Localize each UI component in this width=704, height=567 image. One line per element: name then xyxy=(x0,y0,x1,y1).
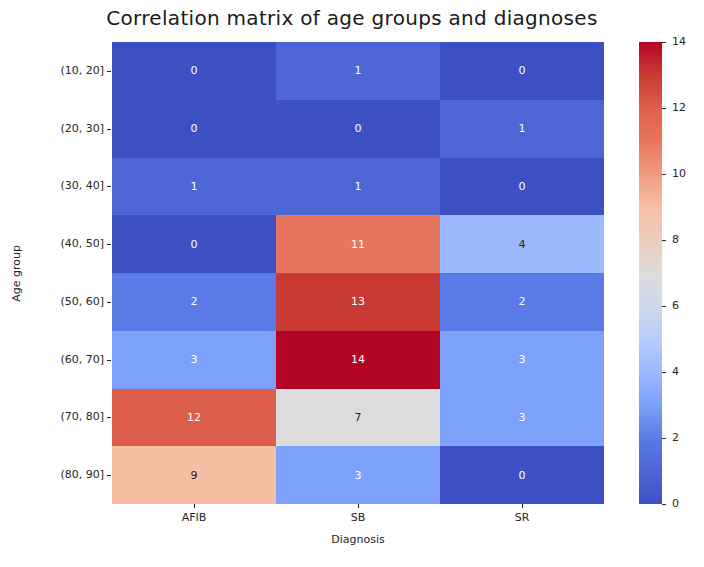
heatmap-cell: 7 xyxy=(276,389,440,447)
cell-value: 1 xyxy=(355,64,362,77)
y-tick-label: (70, 80] xyxy=(0,410,104,424)
y-tick-mark xyxy=(107,186,111,187)
y-axis-label: Age group xyxy=(8,42,24,504)
colorbar-tick-label: 0 xyxy=(672,497,702,511)
heatmap-cell: 0 xyxy=(440,158,604,216)
cell-value: 4 xyxy=(519,238,526,251)
cell-value: 0 xyxy=(355,122,362,135)
heatmap-cell: 1 xyxy=(440,100,604,158)
cell-value: 2 xyxy=(191,295,198,308)
cell-value: 1 xyxy=(519,122,526,135)
y-tick-label: (10, 20] xyxy=(0,64,104,78)
heatmap-cell: 0 xyxy=(440,42,604,100)
heatmap-cell: 14 xyxy=(276,331,440,389)
chart-title: Correlation matrix of age groups and dia… xyxy=(0,6,704,30)
y-tick-mark xyxy=(107,302,111,303)
heatmap-cell: 3 xyxy=(276,446,440,504)
cell-value: 3 xyxy=(355,469,362,482)
cell-value: 0 xyxy=(191,122,198,135)
y-tick-mark xyxy=(107,475,111,476)
colorbar-tick-mark xyxy=(662,174,666,175)
cell-value: 0 xyxy=(191,64,198,77)
cell-value: 11 xyxy=(351,238,365,251)
cell-value: 0 xyxy=(191,238,198,251)
cell-value: 1 xyxy=(355,180,362,193)
heatmap-cell: 0 xyxy=(276,100,440,158)
heatmap-cell: 3 xyxy=(440,389,604,447)
y-tick-label: (80, 90] xyxy=(0,468,104,482)
heatmap-cell: 3 xyxy=(112,331,276,389)
colorbar-tick-mark xyxy=(662,504,666,505)
colorbar xyxy=(639,42,662,504)
x-tick-label: SR xyxy=(472,511,572,525)
heatmap-cell: 0 xyxy=(112,215,276,273)
y-tick-mark xyxy=(107,244,111,245)
cell-value: 3 xyxy=(191,353,198,366)
cell-value: 7 xyxy=(355,411,362,424)
cell-value: 2 xyxy=(519,295,526,308)
x-tick-mark xyxy=(522,504,523,508)
heatmap-grid: 0100011100114213231431273930 xyxy=(112,42,604,504)
x-tick-mark xyxy=(194,504,195,508)
heatmap-cell: 0 xyxy=(112,100,276,158)
y-tick-label: (40, 50] xyxy=(0,237,104,251)
y-tick-mark xyxy=(107,71,111,72)
heatmap-cell: 3 xyxy=(440,331,604,389)
y-tick-label: (60, 70] xyxy=(0,353,104,367)
cell-value: 3 xyxy=(519,411,526,424)
x-tick-mark xyxy=(358,504,359,508)
cell-value: 12 xyxy=(187,411,201,424)
cell-value: 0 xyxy=(519,180,526,193)
cell-value: 0 xyxy=(519,469,526,482)
heatmap-cell: 2 xyxy=(112,273,276,331)
y-tick-mark xyxy=(107,417,111,418)
colorbar-tick-mark xyxy=(662,240,666,241)
cell-value: 14 xyxy=(351,353,365,366)
colorbar-tick-label: 2 xyxy=(672,431,702,445)
heatmap-figure: Correlation matrix of age groups and dia… xyxy=(0,0,704,567)
y-tick-mark xyxy=(107,360,111,361)
heatmap-cell: 4 xyxy=(440,215,604,273)
colorbar-tick-mark xyxy=(662,372,666,373)
heatmap-cell: 13 xyxy=(276,273,440,331)
colorbar-tick-label: 8 xyxy=(672,233,702,247)
y-tick-label: (20, 30] xyxy=(0,122,104,136)
heatmap-cell: 1 xyxy=(276,42,440,100)
y-tick-label: (50, 60] xyxy=(0,295,104,309)
heatmap-cell: 0 xyxy=(112,42,276,100)
colorbar-tick-mark xyxy=(662,42,666,43)
colorbar-tick-label: 4 xyxy=(672,365,702,379)
cell-value: 9 xyxy=(191,469,198,482)
heatmap-cell: 12 xyxy=(112,389,276,447)
colorbar-tick-label: 14 xyxy=(672,35,702,49)
cell-value: 13 xyxy=(351,295,365,308)
heatmap-cell: 2 xyxy=(440,273,604,331)
y-tick-label: (30, 40] xyxy=(0,179,104,193)
x-tick-label: SB xyxy=(308,511,408,525)
heatmap-cell: 9 xyxy=(112,446,276,504)
x-axis-label: Diagnosis xyxy=(208,533,508,546)
cell-value: 1 xyxy=(191,180,198,193)
heatmap-cell: 0 xyxy=(440,446,604,504)
heatmap-cell: 1 xyxy=(112,158,276,216)
colorbar-tick-label: 10 xyxy=(672,167,702,181)
cell-value: 0 xyxy=(519,64,526,77)
colorbar-tick-label: 6 xyxy=(672,299,702,313)
heatmap-cell: 1 xyxy=(276,158,440,216)
colorbar-tick-label: 12 xyxy=(672,101,702,115)
colorbar-tick-mark xyxy=(662,108,666,109)
y-tick-mark xyxy=(107,129,111,130)
heatmap-cell: 11 xyxy=(276,215,440,273)
x-tick-label: AFIB xyxy=(144,511,244,525)
colorbar-tick-mark xyxy=(662,306,666,307)
cell-value: 3 xyxy=(519,353,526,366)
colorbar-tick-mark xyxy=(662,438,666,439)
